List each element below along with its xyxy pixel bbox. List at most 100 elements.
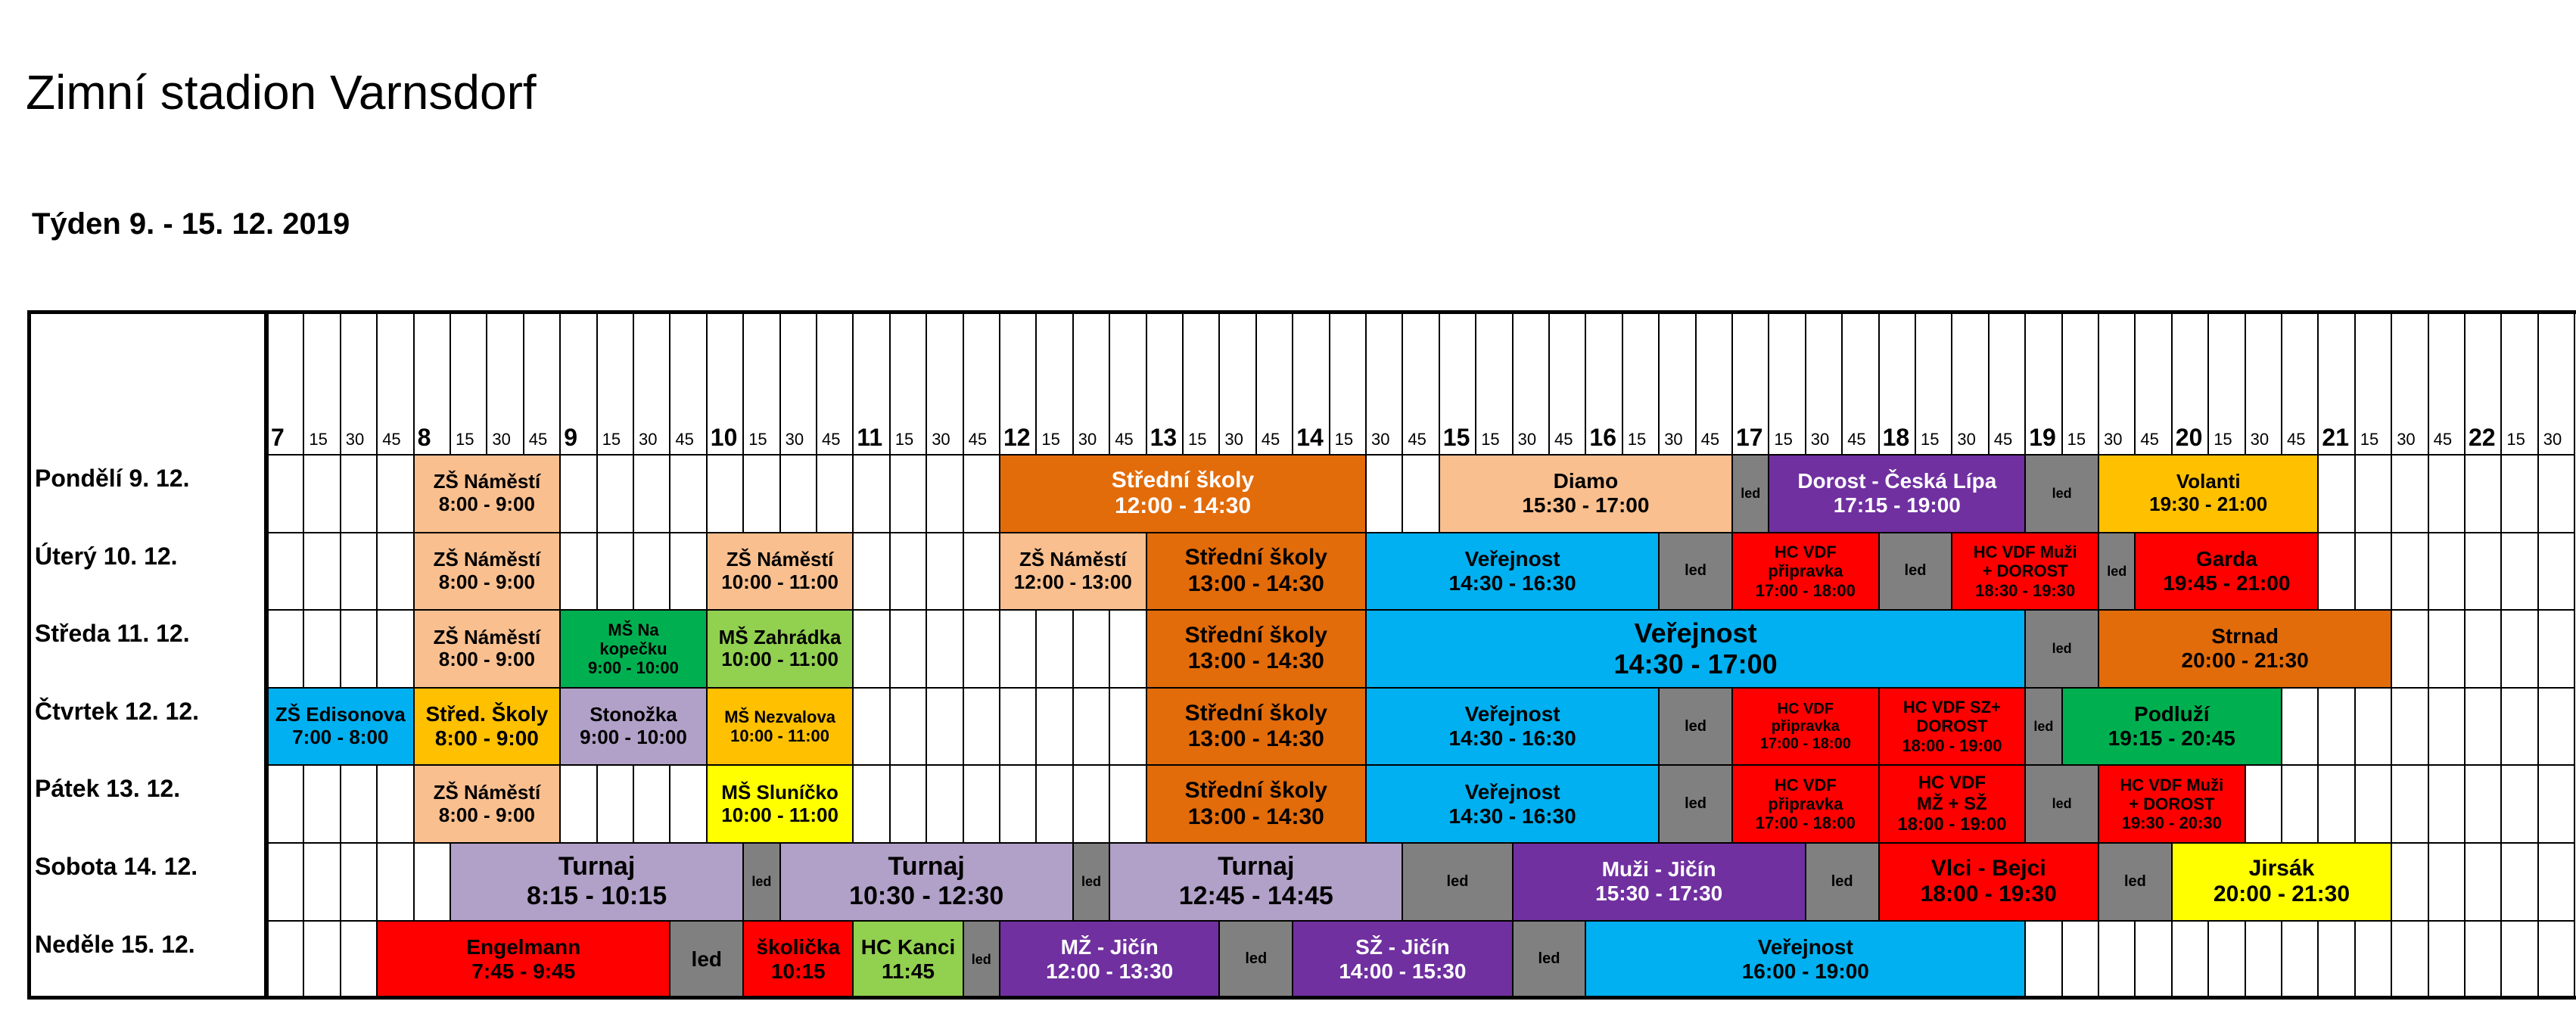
grid-cell [2427, 764, 2464, 842]
booking-block[interactable]: HC VDF Muži + DOROST 19:30 - 20:30 [2098, 764, 2246, 844]
booking-block[interactable]: Střední školy 12:00 - 14:30 [999, 454, 1367, 533]
booking-block[interactable]: HC VDF SZ+ DOROST 18:00 - 19:00 [1878, 686, 2027, 766]
hour-label: 22 [2469, 424, 2496, 451]
minute-label: 15 [1921, 430, 1940, 449]
grid-cell [2500, 764, 2537, 842]
booking-block[interactable]: Veřejnost 14:30 - 16:30 [1365, 531, 1660, 611]
ice-maintenance-block[interactable]: led [2098, 842, 2173, 922]
booking-block[interactable]: SŽ - Jičín 14:00 - 15:30 [1292, 919, 1514, 1000]
booking-block[interactable]: ZŠ Náměstí 8:00 - 9:00 [412, 454, 562, 533]
booking-block[interactable]: MŠ Zahrádka 10:00 - 11:00 [705, 609, 854, 689]
booking-block[interactable]: ZŠ Náměstí 8:00 - 9:00 [412, 531, 562, 611]
booking-name: MŠ Zahrádka [718, 625, 842, 648]
booking-block[interactable]: ZŠ Náměstí 12:00 - 13:00 [999, 531, 1147, 611]
booking-block[interactable]: HC VDF Muži + DOROST 18:30 - 19:30 [1951, 531, 2099, 611]
booking-block[interactable]: Volanti 19:30 - 21:00 [2098, 454, 2319, 533]
booking-block[interactable]: MŠ Nezvalova 10:00 - 11:00 [705, 686, 854, 766]
minute-label: 30 [1810, 430, 1830, 449]
ice-maintenance-block[interactable]: led [1658, 764, 1733, 844]
booking-detail: 15:30 - 17:30 [1595, 882, 1723, 906]
booking-block[interactable]: Střední školy 13:00 - 14:30 [1145, 764, 1367, 844]
minute-label: 30 [1371, 430, 1390, 449]
booking-block[interactable]: Vlci - Bejci 18:00 - 19:30 [1878, 842, 2099, 922]
booking-name: SŽ - Jičín [1355, 934, 1450, 959]
booking-block[interactable]: HC VDF MŽ + SŽ 18:00 - 19:00 [1878, 764, 2027, 844]
booking-block[interactable]: Turnaj 8:15 - 10:15 [450, 842, 745, 922]
minute-label: 15 [456, 430, 474, 449]
booking-name: ZŠ Edisonova [275, 703, 406, 726]
booking-block[interactable]: Střední školy 13:00 - 14:30 [1145, 609, 1367, 689]
booking-block[interactable]: Turnaj 12:45 - 14:45 [1109, 842, 1404, 922]
ice-maintenance-block[interactable]: led [1804, 842, 1880, 922]
ice-maintenance-block[interactable]: led [2024, 764, 2099, 844]
booking-block[interactable]: MŽ - Jičín 12:00 - 13:30 [999, 919, 1221, 1000]
booking-block[interactable]: Dorost - Česká Lípa 17:15 - 19:00 [1768, 454, 2027, 533]
day-column-divider [264, 310, 269, 998]
booking-block[interactable]: Podluží 19:15 - 20:45 [2061, 686, 2282, 766]
grid-cell [2464, 842, 2501, 920]
booking-block[interactable]: ZŠ Náměstí 8:00 - 9:00 [412, 609, 562, 689]
minute-label: 15 [2506, 430, 2525, 449]
booking-block[interactable]: HC Kanci 11:45 [852, 919, 964, 1000]
ice-maintenance-block[interactable]: led [1218, 919, 1294, 1000]
ice-maintenance-block[interactable]: led [2024, 609, 2099, 689]
grid-cell [376, 609, 413, 687]
booking-block[interactable]: školička 10:15 [742, 919, 854, 1000]
grid-cell [2427, 686, 2464, 765]
grid-cell [888, 686, 926, 765]
booking-block[interactable]: Veřejnost 14:30 - 16:30 [1365, 686, 1660, 766]
grid-cell [303, 919, 340, 998]
hour-label: 12 [1003, 424, 1031, 451]
booking-block[interactable]: Garda 19:45 - 21:00 [2134, 531, 2319, 611]
booking-block[interactable]: Stonožka 9:00 - 10:00 [559, 686, 708, 766]
booking-detail: MŽ + SŽ [1917, 793, 1987, 814]
ice-maintenance-block[interactable]: led [1658, 686, 1733, 766]
grid-cell [2537, 609, 2574, 687]
booking-block[interactable]: MŠ Sluníčko 10:00 - 11:00 [705, 764, 854, 844]
booking-name: ZŠ Náměstí [433, 470, 541, 493]
booking-detail: 12:45 - 14:45 [1178, 882, 1333, 911]
booking-block[interactable]: Strnad 20:00 - 21:30 [2098, 609, 2393, 689]
booking-block[interactable]: ZŠ Náměstí 10:00 - 11:00 [705, 531, 854, 611]
right-edge-rule [2574, 310, 2576, 998]
booking-block[interactable]: Střední školy 13:00 - 14:30 [1145, 686, 1367, 766]
booking-block[interactable]: Veřejnost 14:30 - 17:00 [1365, 609, 2027, 689]
ice-maintenance-block[interactable]: led [2024, 454, 2099, 533]
day-label: Čtvrtek 12. 12. [35, 697, 200, 725]
minute-label: 30 [1224, 430, 1243, 449]
ice-maintenance-block[interactable]: led [1731, 454, 1770, 533]
minute-label: 45 [1700, 430, 1720, 449]
booking-detail: DOROST [1916, 717, 1988, 736]
booking-name: školička [756, 934, 841, 959]
booking-block[interactable]: HC VDF připravka 17:00 - 18:00 [1731, 531, 1880, 611]
booking-block[interactable]: Jirsák 20:00 - 21:30 [2170, 842, 2393, 922]
minute-label: 15 [602, 430, 621, 449]
booking-block[interactable]: Turnaj 10:30 - 12:30 [779, 842, 1074, 922]
grid-cell [1109, 686, 1146, 765]
hour-label: 8 [417, 424, 431, 451]
hour-label: 21 [2322, 424, 2349, 451]
grid-cell [2500, 686, 2537, 765]
minute-label: 45 [1993, 430, 2013, 449]
booking-name: ZŠ Náměstí [1019, 548, 1127, 571]
minute-label: 15 [1041, 430, 1060, 449]
hour-label: 14 [1296, 424, 1324, 451]
booking-block[interactable]: Engelmann 7:45 - 9:45 [376, 919, 671, 1000]
booking-detail: + DOROST [2129, 794, 2215, 814]
minute-label: 15 [309, 430, 328, 449]
booking-name: led [1245, 950, 1268, 968]
booking-detail: + DOROST [1982, 561, 2068, 581]
booking-name: led [751, 873, 772, 889]
ice-maintenance-block[interactable]: led [2098, 531, 2136, 611]
grid-cell [962, 454, 999, 532]
ice-maintenance-block[interactable]: led [1402, 842, 1514, 922]
booking-name: Turnaj [558, 852, 636, 882]
grid-cell [2391, 531, 2428, 610]
booking-block[interactable]: MŠ Na kopečku 9:00 - 10:00 [559, 609, 708, 689]
grid-cell [926, 686, 963, 765]
booking-block[interactable]: Diamo 15:30 - 17:00 [1438, 454, 1733, 533]
minute-label: 30 [2104, 430, 2123, 449]
booking-block[interactable]: HC VDF připravka 17:00 - 18:00 [1731, 686, 1880, 766]
ice-maintenance-block[interactable]: led [1878, 531, 1953, 611]
